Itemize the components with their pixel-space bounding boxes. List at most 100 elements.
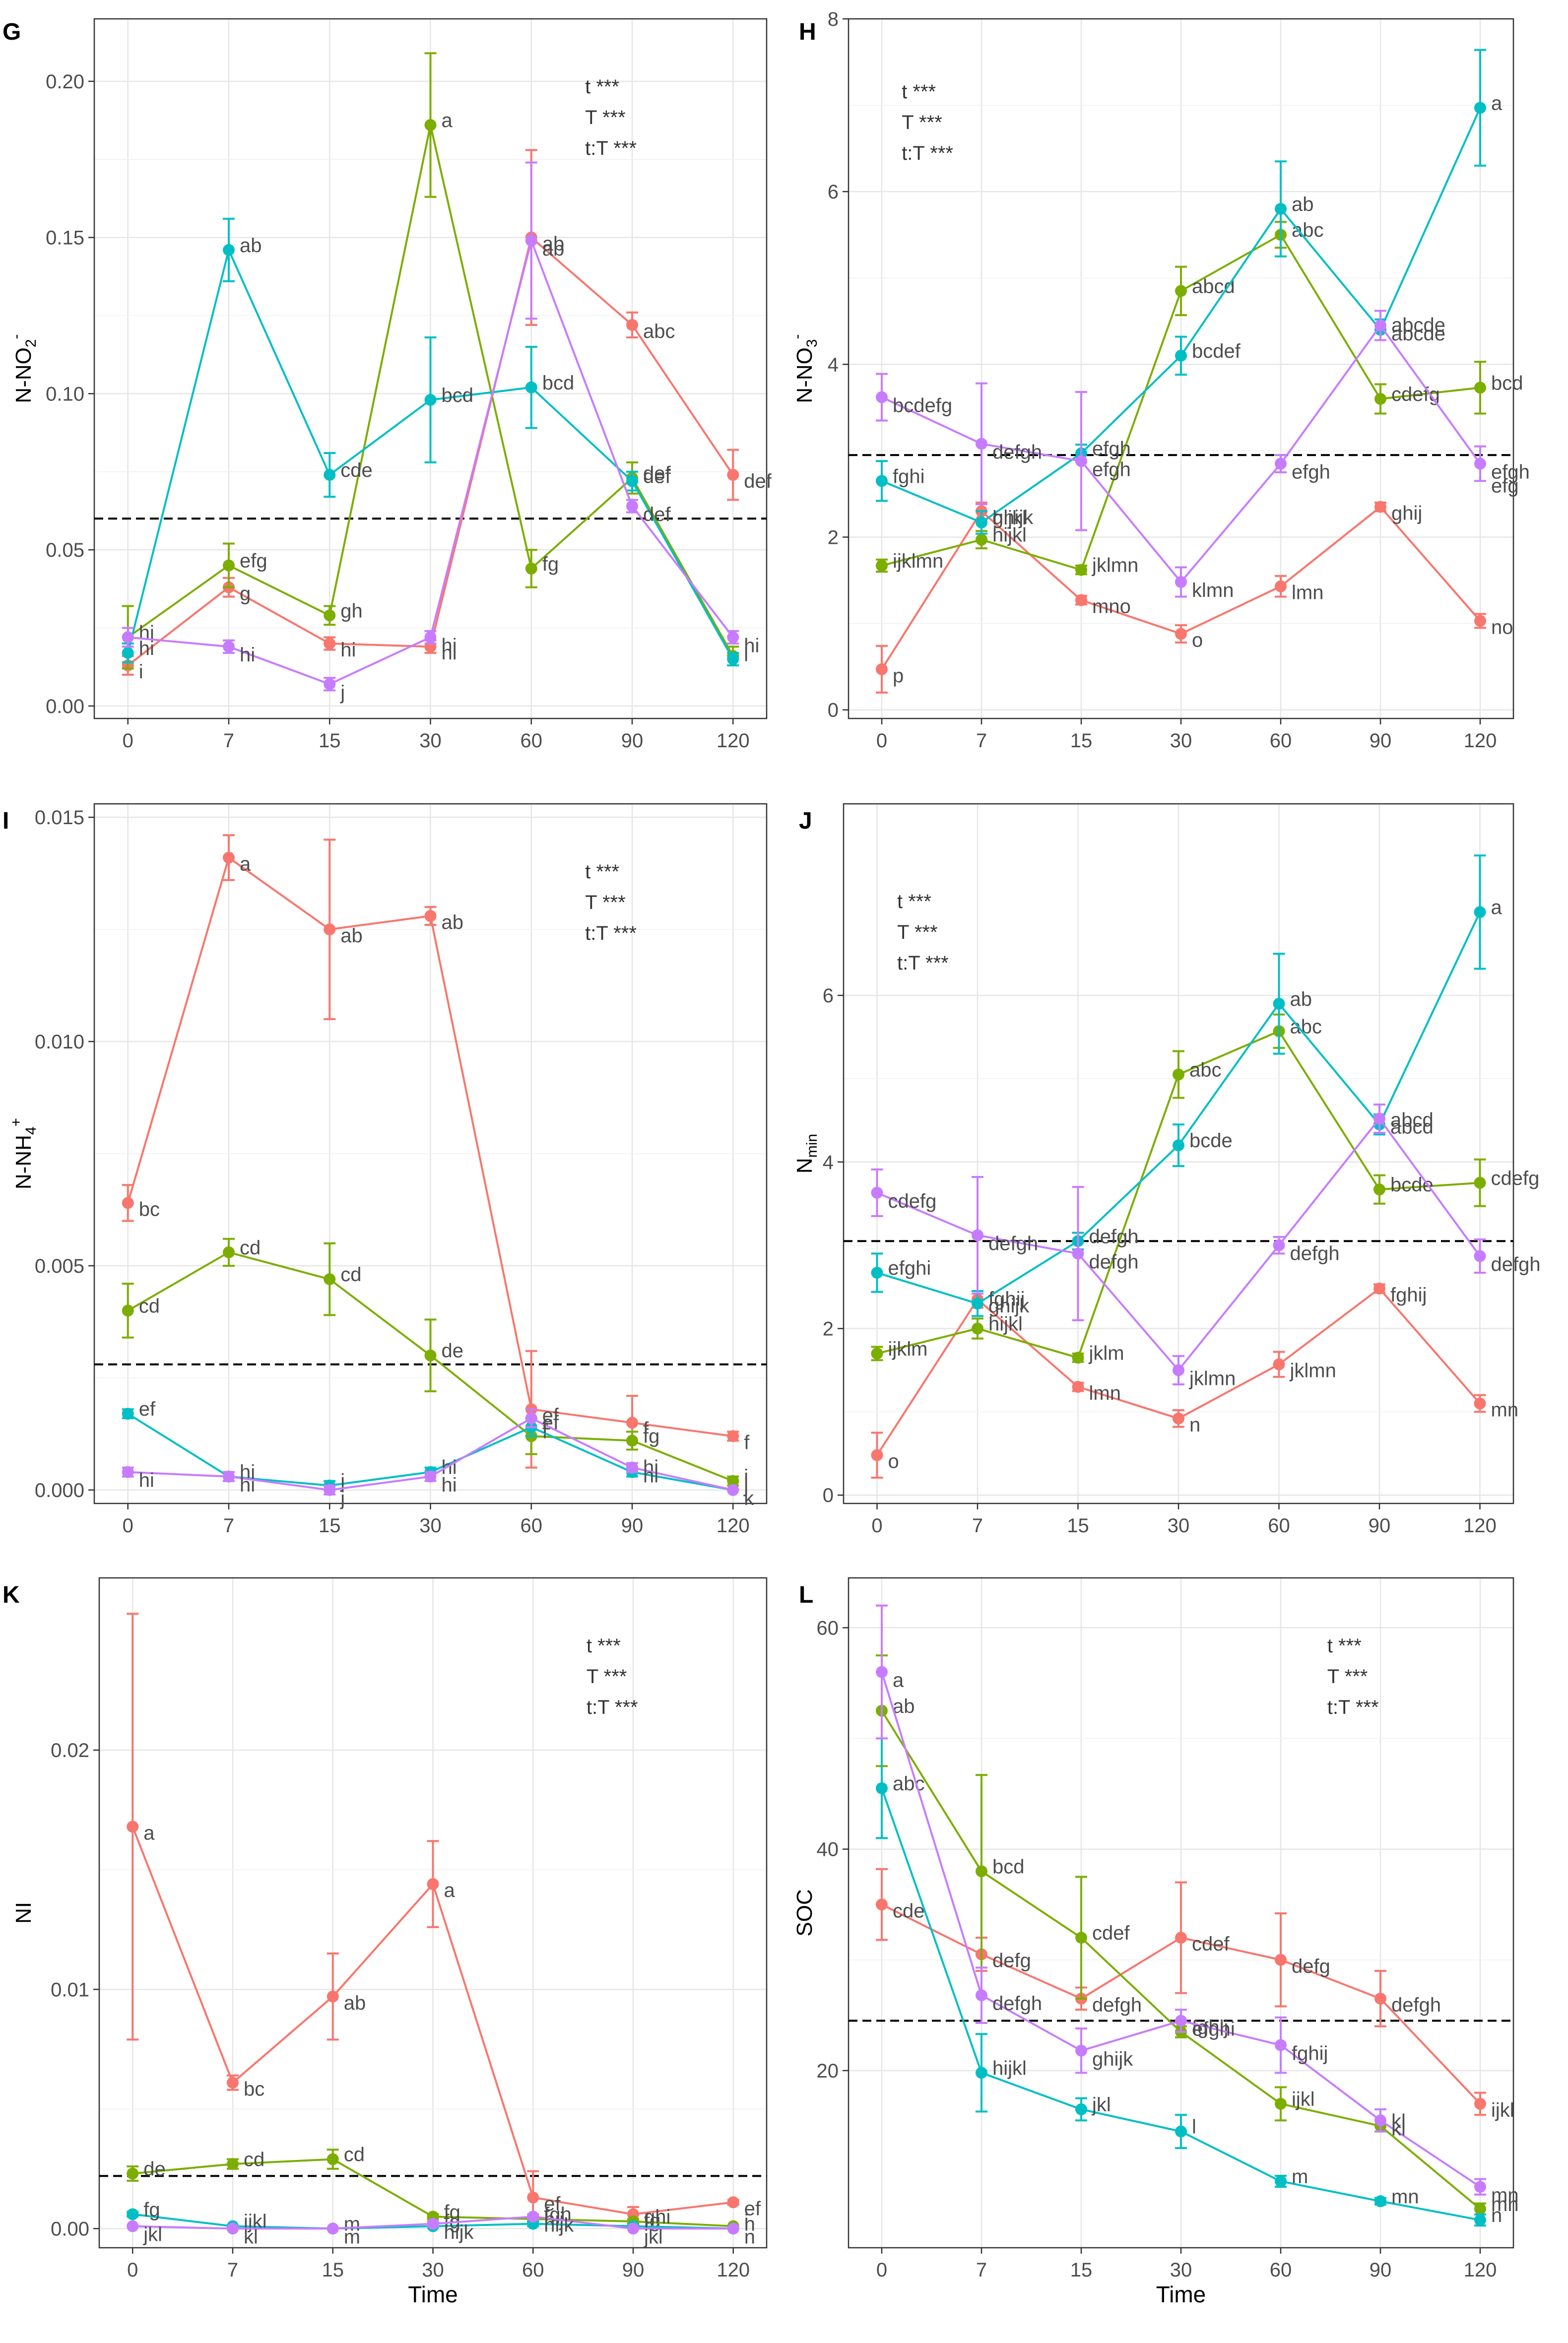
y-axis-label-sup: - (789, 334, 805, 339)
data-label: ef (544, 2193, 561, 2215)
stat-label: T *** (585, 107, 626, 129)
data-label: cdefg (1391, 384, 1440, 405)
data-label: i (744, 644, 748, 665)
data-label: hijkl (992, 2057, 1027, 2079)
data-point (876, 1666, 888, 1678)
y-tick-label: 0.010 (35, 1031, 84, 1053)
data-point (727, 631, 739, 644)
data-label: bcde (1390, 1174, 1434, 1196)
data-point (1374, 319, 1386, 331)
series-purple: a defgh ghijk efghi fghij kl mn (876, 1604, 1519, 2206)
y-tick-label: 8 (828, 8, 839, 30)
y-axis-label-main: SOC (792, 1889, 817, 1936)
data-point (223, 851, 235, 864)
y-axis-label-sup: + (8, 1118, 24, 1127)
data-point (1175, 2125, 1187, 2138)
stat-label: t *** (585, 76, 619, 98)
data-label: jklmn (1092, 555, 1138, 577)
y-axis-label-sub: 3 (804, 339, 820, 347)
data-point (626, 475, 638, 487)
data-point (427, 2217, 439, 2230)
data-label: klmn (1192, 580, 1234, 601)
data-point (1075, 455, 1087, 467)
data-point (122, 1408, 134, 1420)
data-label: ghi (644, 2206, 670, 2228)
data-label: defg (1292, 1955, 1330, 1977)
data-point (525, 562, 537, 575)
y-tick-label: 20 (817, 2060, 839, 2082)
x-tick-label: 0 (123, 1515, 133, 1537)
x-tick-label: 30 (1170, 2259, 1192, 2281)
data-label: p (893, 665, 904, 687)
stat-label: t:T *** (587, 1696, 638, 1718)
data-label: n (744, 2226, 755, 2248)
data-point (1275, 2175, 1287, 2188)
data-label: mn (1491, 2184, 1519, 2206)
data-label: lmn (1292, 582, 1323, 604)
series-green: hi efg gh a fg def i (122, 52, 748, 670)
x-tick-label: 7 (976, 730, 987, 752)
y-tick-label: 0.00 (46, 696, 84, 717)
data-point (972, 1229, 983, 1241)
data-label: fghi (893, 465, 925, 487)
y-tick-label: 2 (828, 526, 839, 548)
data-point (324, 1273, 336, 1286)
y-axis-label-sub: 2 (23, 339, 39, 347)
data-label: ef (744, 2198, 761, 2219)
data-point (871, 1449, 883, 1461)
data-label: j (340, 1470, 345, 1492)
stat-label: T *** (902, 112, 942, 133)
data-label: f (643, 1418, 649, 1440)
data-label: hi (744, 635, 759, 656)
data-point (1474, 102, 1486, 114)
x-tick-label: 60 (521, 1515, 543, 1537)
data-point (1474, 906, 1486, 918)
panel-title: J (799, 808, 812, 834)
panel-G: G 0.00 0.05 0.10 0.15 0.20 0 7 15 30 60 90 120 N-NO2-… (2, 18, 772, 752)
data-label: bcde (1189, 1130, 1233, 1152)
x-tick-label: 60 (1270, 730, 1292, 752)
data-point (976, 533, 987, 546)
y-tick-label: 0.05 (46, 539, 84, 561)
x-tick-label: 120 (717, 2259, 750, 2281)
x-tick-label: 7 (976, 2259, 987, 2281)
x-tick-label: 90 (1370, 730, 1392, 752)
data-point (1374, 2114, 1386, 2127)
stat-label: t *** (585, 861, 619, 883)
y-tick-label: 6 (828, 181, 839, 203)
data-label: cd (340, 1264, 361, 1286)
x-tick-label: 15 (1070, 730, 1093, 752)
data-point (1072, 1352, 1084, 1364)
data-label: efg (240, 550, 267, 572)
data-label: j (340, 682, 345, 704)
y-axis-label: SOC (792, 1889, 817, 1936)
data-label: cdef (1192, 1933, 1230, 1955)
data-point (324, 678, 336, 690)
data-label: jklmn (1290, 1360, 1336, 1382)
stat-label: t *** (897, 891, 931, 912)
x-tick-label: 30 (419, 730, 442, 752)
x-tick-label: 7 (972, 1515, 983, 1537)
data-point (1273, 997, 1285, 1010)
data-label: efgh (1092, 438, 1131, 460)
data-label: efgh (1491, 461, 1530, 483)
stat-label: t:T *** (902, 142, 953, 164)
series-cyan: hi ab cde bcd bcd def i (122, 217, 748, 666)
data-label: cde (893, 1900, 925, 1922)
data-point (1474, 1176, 1486, 1189)
data-label: defgh (1491, 1253, 1541, 1275)
data-label: hi (139, 1470, 154, 1492)
y-tick-label: 40 (817, 1839, 839, 1861)
data-label: jkl (644, 2226, 663, 2248)
stat-label: t:T *** (1327, 1696, 1379, 1718)
data-point (727, 2222, 739, 2235)
data-label: mn (1491, 1399, 1519, 1421)
data-label: fg (542, 553, 559, 575)
data-label: def (744, 470, 772, 492)
data-point (1075, 2044, 1087, 2057)
data-point (424, 910, 437, 922)
y-axis-label-main: N-NO (792, 347, 817, 403)
